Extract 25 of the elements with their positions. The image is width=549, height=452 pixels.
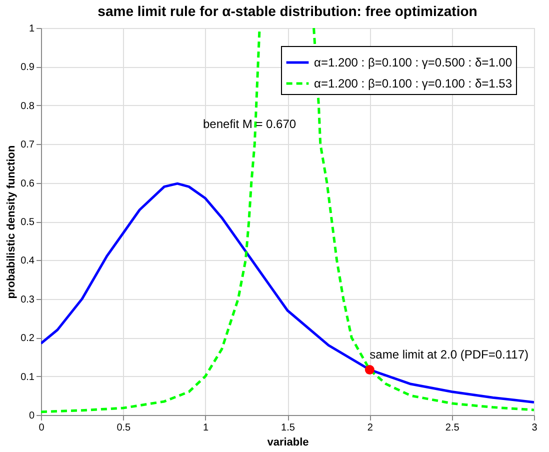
x-axis-title: variable	[267, 436, 309, 448]
y-tick-label: 0.4	[20, 256, 35, 267]
x-tick-label: 2	[367, 422, 374, 434]
y-tick-label: 0.8	[20, 100, 35, 112]
y-tick-label: 0	[28, 410, 35, 422]
y-tick-label: 0.5	[20, 217, 35, 228]
x-tick-label: 0.5	[116, 422, 132, 434]
y-tick-label: 0.2	[20, 333, 35, 344]
y-tick-label: 0.3	[20, 294, 35, 306]
x-tick-label: 1	[203, 422, 210, 434]
y-tick-label: 0.7	[20, 140, 35, 151]
y-tick-label: 0.9	[20, 62, 35, 74]
x-tick-label: 2.5	[445, 422, 460, 434]
legend-label: α=1.200 : β=0.100 : γ=0.100 : δ=1.53	[314, 76, 512, 90]
y-tick-label: 0.6	[20, 178, 35, 190]
y-axis-title: probabilistic density function	[6, 145, 18, 299]
x-tick-label: 3	[532, 422, 538, 434]
y-tick-label: 1	[28, 24, 35, 34]
x-tick-label: 1.5	[281, 422, 296, 434]
y-tick-label: 0.1	[20, 372, 35, 383]
line-series	[41, 182, 534, 404]
annotation: same limit at 2.0 (PDF=0.117)	[370, 348, 529, 362]
legend-label: α=1.200 : β=0.100 : γ=0.500 : δ=1.00	[314, 56, 512, 70]
x-tick-label: 0	[38, 422, 45, 434]
chart-title: same limit rule for α-stable distribution: free optimization	[98, 3, 478, 19]
